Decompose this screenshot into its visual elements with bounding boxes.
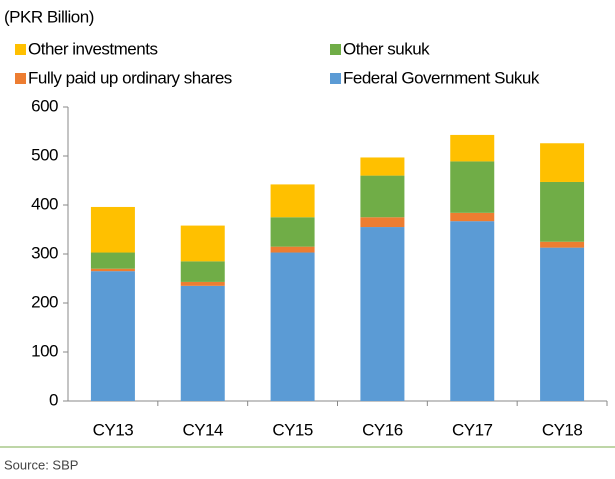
chart-subtitle: (PKR Billion) [4,7,94,26]
bar-segment [90,271,135,401]
legend-label: Other sukuk [343,39,430,58]
bar-segment [180,281,225,286]
y-tick-label: 0 [49,390,58,409]
legend-swatch [330,44,341,55]
bar-segment [360,157,405,176]
y-tick-label: 500 [31,145,58,164]
x-tick-label: CY15 [272,420,313,439]
legend-swatch [15,73,26,84]
bar-segment [540,247,585,401]
source-note: Source: SBP [4,457,78,472]
bar-segment [180,261,225,282]
y-tick-label: 300 [31,243,58,262]
bar-segment [360,227,405,401]
x-tick-label: CY14 [182,420,223,439]
bar-segment [90,252,135,269]
y-tick-label: 100 [31,341,58,360]
bar-segment [90,268,135,272]
bar-segment [540,241,585,248]
bar-segment [270,246,315,253]
bar-segment [270,184,315,218]
bar-segment [180,225,225,262]
x-tick-label: CY18 [542,420,583,439]
bar-segment [450,161,495,213]
bar-segment [360,217,405,228]
bar-segment [270,217,315,247]
bar-segment [360,175,405,218]
bar-segment [450,221,495,401]
legend-swatch [330,73,341,84]
y-tick-label: 200 [31,292,58,311]
legend-label: Federal Government Sukuk [343,68,540,87]
x-tick-label: CY16 [362,420,403,439]
bar-segment [540,181,585,242]
legend-label: Fully paid up ordinary shares [28,68,232,87]
bar-segment [180,285,225,401]
bar-segment [90,206,135,253]
bar-segment [450,212,495,222]
y-tick-label: 400 [31,194,58,213]
legend-swatch [15,44,26,55]
bar-segment [540,143,585,182]
x-tick-label: CY17 [452,420,493,439]
legend-label: Other investments [28,39,157,58]
y-tick-label: 600 [31,96,58,115]
x-tick-label: CY13 [93,420,134,439]
bar-segment [270,252,315,401]
bar-segment [450,134,495,162]
